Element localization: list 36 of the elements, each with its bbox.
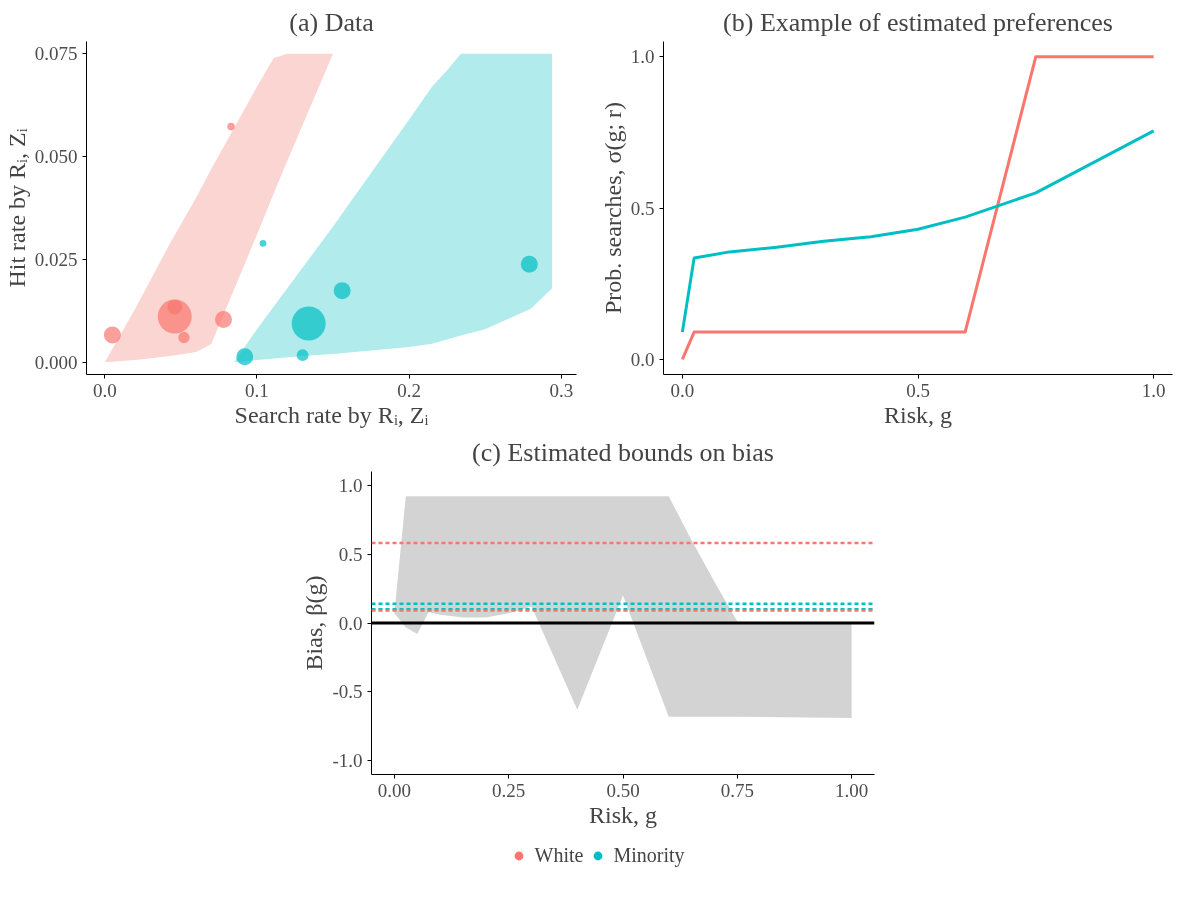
chart-title: (a) Data [289, 7, 375, 37]
y-tick-label: 0.5 [630, 197, 655, 219]
y-tick-label: 0.050 [34, 146, 78, 168]
y-tick-label: 1.0 [338, 474, 363, 496]
y-tick-label: 0.000 [34, 351, 78, 373]
y-tick-label: 0.0 [338, 612, 363, 634]
legend-label: White [534, 843, 584, 867]
x-tick-label: 0.2 [397, 379, 421, 401]
y-tick-label: 0.025 [34, 248, 78, 270]
y-tick-label: -0.5 [332, 681, 363, 703]
x-axis-title: Risk, g [588, 801, 658, 828]
x-tick-label: 0.3 [549, 379, 574, 401]
y-tick-label: -1.0 [332, 750, 363, 772]
y-axis-title: Prob. searches, σ(g; r) [599, 101, 626, 315]
y-axis-title: Hit rate by Rᵢ, Zᵢ [3, 128, 30, 288]
x-tick-label: 1.00 [835, 779, 869, 801]
x-tick-label: 0.0 [670, 379, 695, 401]
chart-title: (b) Example of estimated preferences [723, 7, 1113, 37]
x-tick-label: 0.25 [492, 779, 526, 801]
legend-label: Minority [613, 843, 685, 867]
x-tick-label: 0.0 [92, 379, 117, 401]
x-axis-title: Search rate by Rᵢ, Zᵢ [234, 401, 429, 428]
y-tick-label: 0.0 [630, 348, 655, 370]
x-tick-label: 1.0 [1141, 379, 1166, 401]
y-tick-label: 1.0 [630, 46, 655, 68]
x-tick-label: 0.00 [377, 779, 411, 801]
chart-title: (c) Estimated bounds on bias [472, 437, 774, 467]
x-axis-title: Risk, g [883, 401, 953, 428]
y-tick-label: 0.5 [338, 543, 363, 565]
x-tick-label: 0.5 [906, 379, 930, 401]
x-tick-label: 0.50 [606, 779, 640, 801]
y-tick-label: 0.075 [34, 43, 78, 65]
x-tick-label: 0.1 [245, 379, 269, 401]
x-tick-label: 0.75 [720, 779, 754, 801]
line-series [680, 129, 1156, 334]
y-axis-title: Bias, β(g) [301, 575, 328, 671]
